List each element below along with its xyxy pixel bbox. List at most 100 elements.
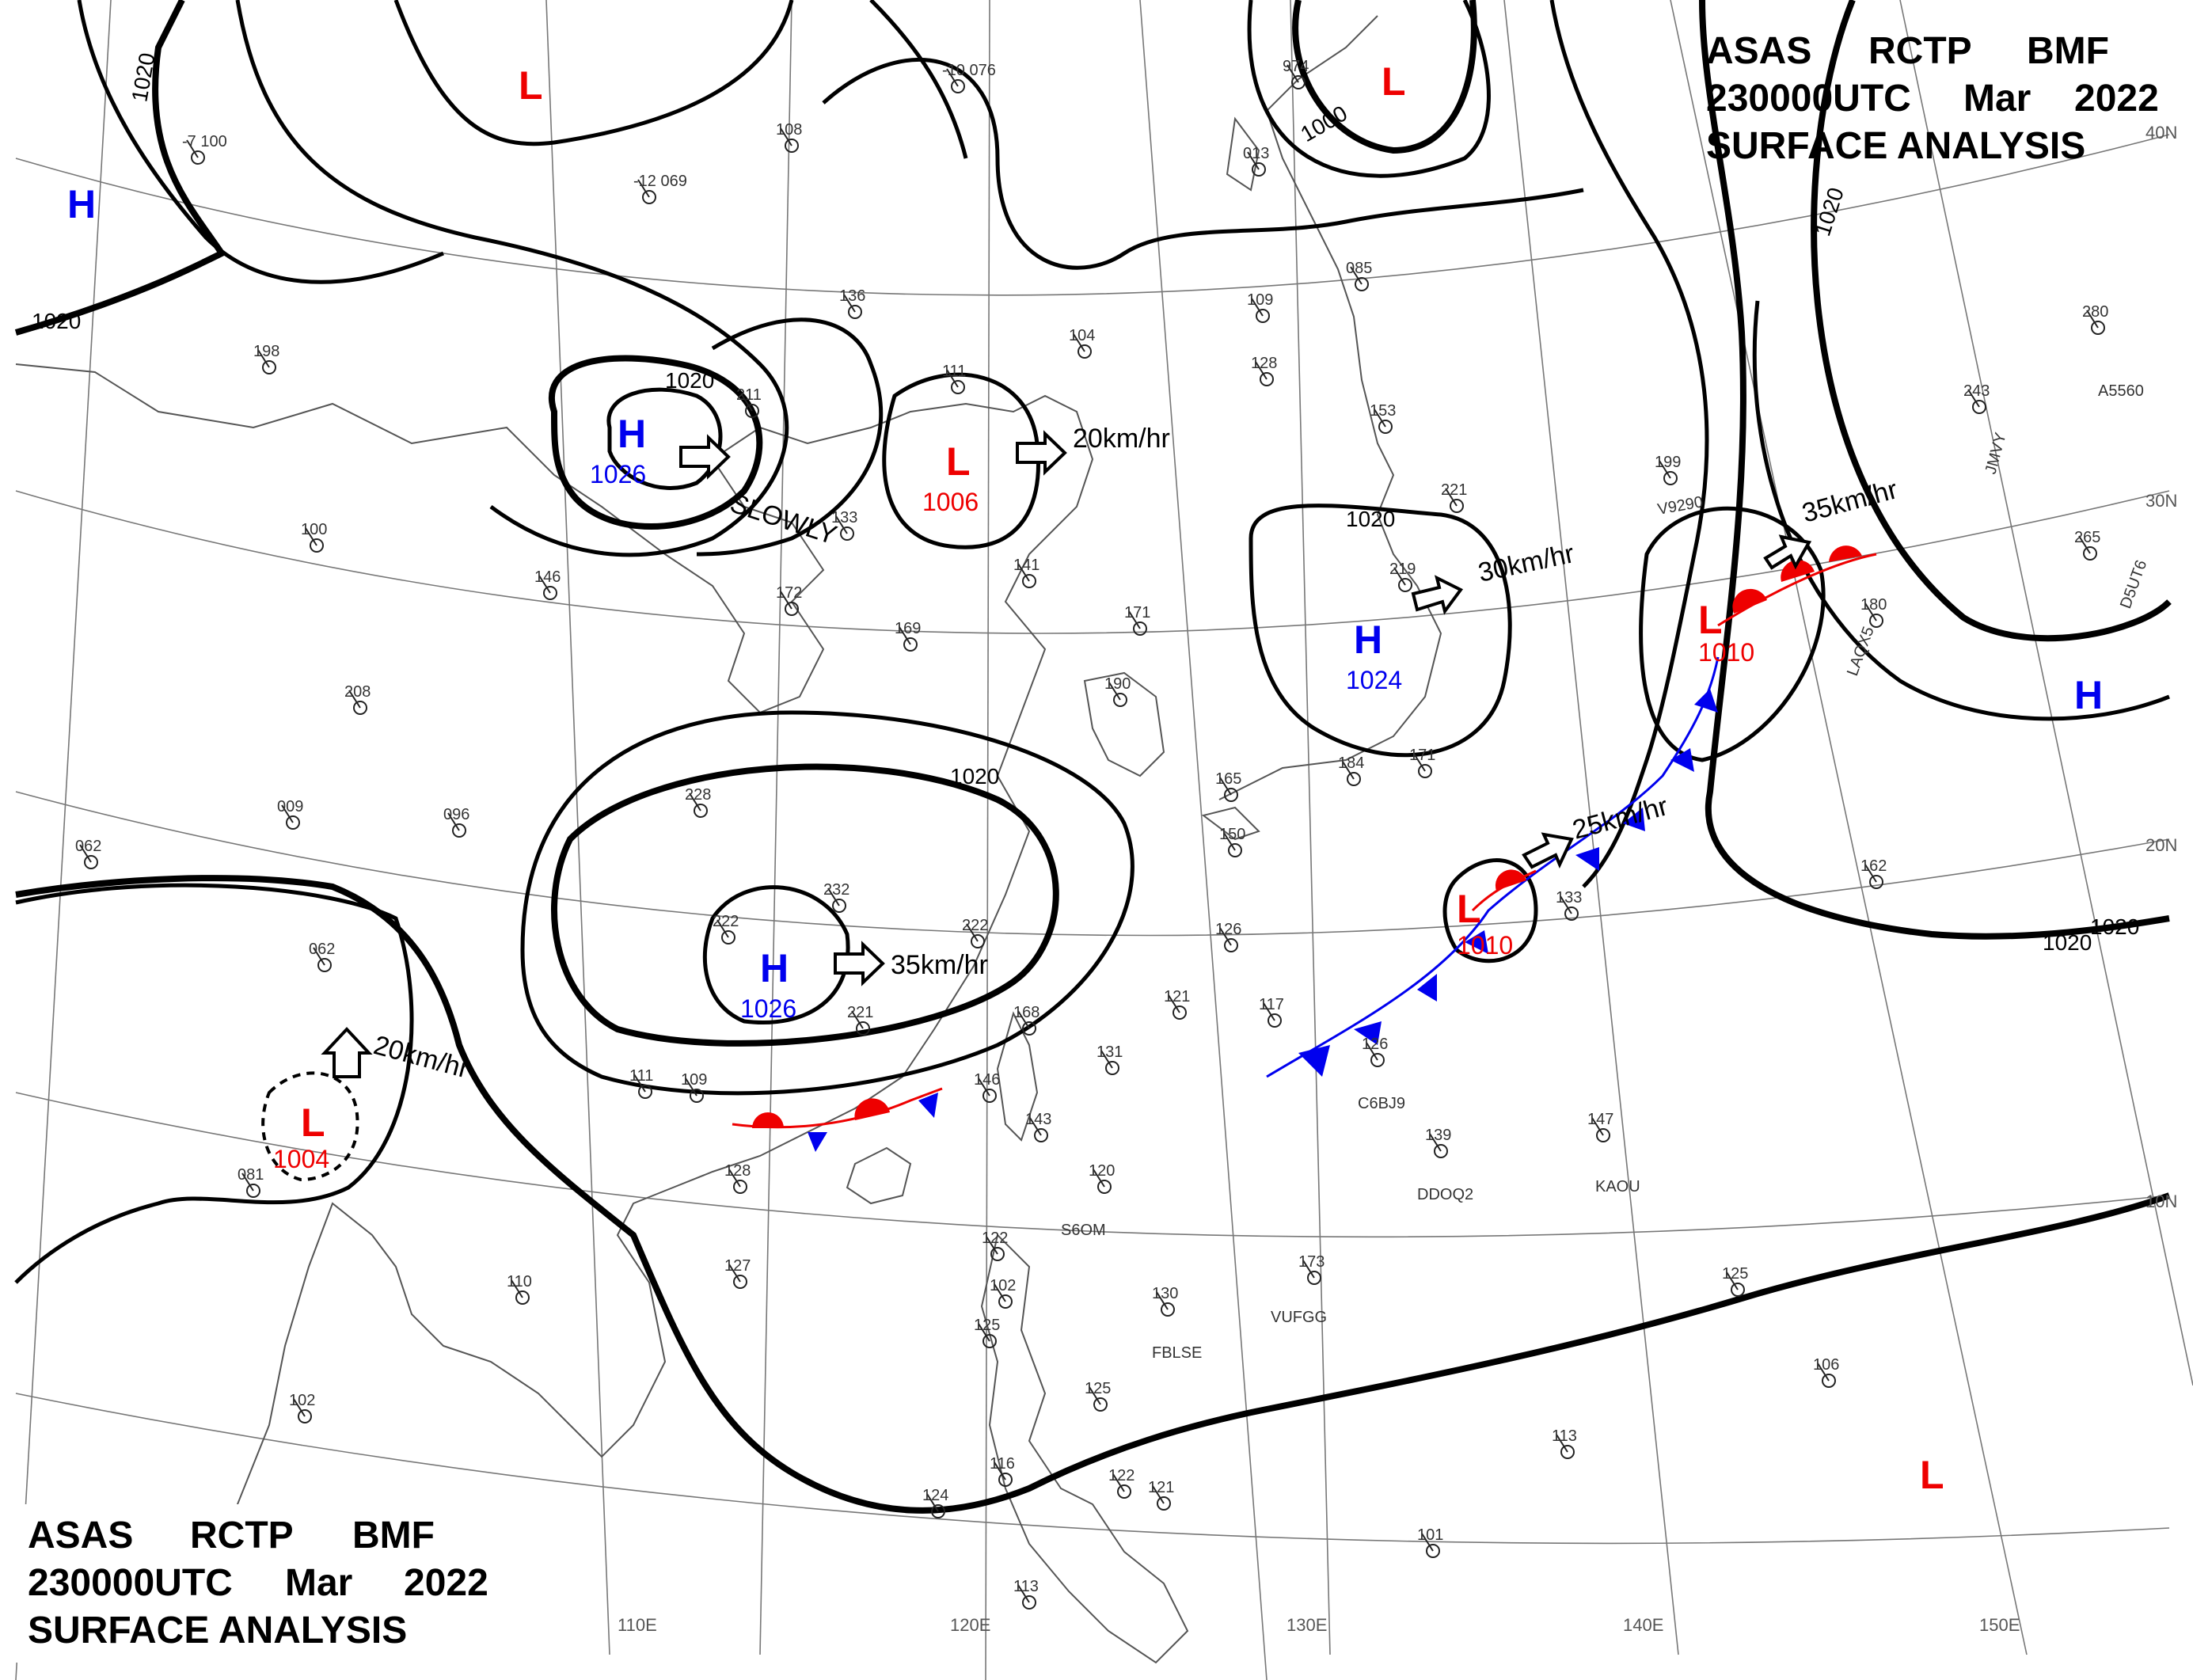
isobar-label: 1020 <box>950 764 999 789</box>
station-value: 974 <box>1283 58 1309 75</box>
low-pressure-icon: L <box>1457 887 1481 931</box>
wind-barb-icon <box>827 888 840 907</box>
station-plot: 085 <box>1346 260 1372 291</box>
station-circle-icon <box>951 380 965 394</box>
wind-barb-icon <box>728 1264 741 1283</box>
station-value: 169 <box>895 620 921 637</box>
isobar-1020-east <box>1811 0 2172 642</box>
motion-arrow-icon <box>1763 534 1812 570</box>
warm-front-semicircle <box>1781 560 1815 582</box>
ship-callsign: A5560 <box>2098 382 2144 400</box>
station-plot: 228 <box>685 786 711 818</box>
wind-barb-icon <box>716 919 729 938</box>
isobar-1020-pacific <box>1699 0 2170 940</box>
station-circle-icon <box>1105 1061 1119 1075</box>
station-plot: 153 <box>1370 402 1396 434</box>
wind-barb-icon <box>2086 310 2099 329</box>
station-circle-icon <box>1355 277 1369 291</box>
station-value: 133 <box>1556 889 1582 907</box>
station-value: 172 <box>776 584 802 602</box>
station-plot: 113 <box>1552 1427 1577 1459</box>
station-value: 180 <box>1860 596 1887 614</box>
station-value: 199 <box>1655 454 1681 471</box>
isobar-label: 1020 <box>2043 930 2092 955</box>
station-circle-icon <box>848 305 862 319</box>
low-pressure-icon: L <box>946 439 971 484</box>
fronts <box>732 545 1877 1152</box>
header-backdrop <box>16 1504 507 1663</box>
wind-barb-icon <box>843 294 856 313</box>
station-plot: 150 <box>1219 826 1245 857</box>
station-plot: 106 <box>1813 1356 1839 1388</box>
station-value: 136 <box>839 287 865 305</box>
warm-front-east <box>1717 553 1877 627</box>
wind-barb-icon <box>538 575 551 594</box>
station-value: 125 <box>1722 1265 1748 1283</box>
isobar-1020-south <box>551 763 1059 1047</box>
high-pressure-icon: H <box>618 412 646 456</box>
station-plot: 172 <box>776 584 802 616</box>
station-circle-icon <box>982 1334 997 1348</box>
header-time: 230000UTC <box>28 1562 233 1604</box>
station-plot: 219 <box>1389 561 1416 592</box>
cold-front-triangle <box>1623 808 1645 831</box>
station-circle-icon <box>1663 471 1678 485</box>
station-plot: 265 <box>2074 529 2100 561</box>
station-value: 219 <box>1389 561 1416 578</box>
station-circle-icon <box>1291 75 1306 89</box>
station-circle-icon <box>1252 162 1266 177</box>
isobar-1000-inner <box>1292 0 1477 154</box>
station-value: 127 <box>724 1257 751 1275</box>
station-plot: 124 <box>922 1487 948 1518</box>
wind-barb-icon <box>1659 460 1671 479</box>
station-value: 013 <box>1243 145 1269 162</box>
isobar-label: 1020 <box>1346 507 1395 531</box>
station-plot: 101 <box>1417 1526 1443 1558</box>
station-plot: 169 <box>895 620 921 652</box>
station-circle-icon <box>1157 1496 1171 1511</box>
wind-barb-icon <box>926 1493 939 1512</box>
wind-barb-icon <box>1350 266 1363 285</box>
station-value: 168 <box>1013 1004 1039 1021</box>
station-circle-icon <box>1869 614 1883 628</box>
pressure-system: L 1010 <box>1457 887 1513 960</box>
pressure-systems: H L L H 1026 L 1006 H 1024 L 1010 H <box>67 59 2103 1497</box>
wind-barb-icon <box>1560 895 1572 914</box>
station-plot: 062 <box>309 941 335 972</box>
wind-barb-icon <box>305 527 317 546</box>
station-plot: 121 <box>1164 988 1190 1020</box>
station-circle-icon <box>84 855 98 869</box>
wind-barb-icon <box>1864 864 1877 883</box>
station-circle-icon <box>998 1294 1013 1309</box>
station-value: 173 <box>1298 1253 1325 1271</box>
station-value: 153 <box>1370 402 1396 420</box>
station-circle-icon <box>1173 1005 1187 1020</box>
station-circle-icon <box>1307 1271 1321 1285</box>
coastline-japan <box>1218 189 1442 800</box>
latitude-label: 10N <box>2145 1192 2177 1211</box>
pressure-system: H 1026 <box>740 946 796 1023</box>
header-product: BMF <box>352 1515 435 1556</box>
wind-barb-icon <box>780 591 792 610</box>
station-plot: 110 <box>507 1273 532 1305</box>
wind-barb-icon <box>1152 1485 1165 1504</box>
coastlines <box>15 15 1442 1664</box>
station-plot: 126 <box>1215 921 1241 952</box>
wind-barb-icon <box>1421 1533 1434 1552</box>
pressure-system: H <box>67 182 96 226</box>
station-plots: -10 076 974 -7 100 108 -12 069 013 085 198 211 13… <box>75 58 2108 1610</box>
station-circle-icon <box>638 1085 652 1099</box>
header-product: BMF <box>2027 30 2109 72</box>
header-source: ASAS <box>28 1515 133 1556</box>
station-value: 101 <box>1417 1526 1443 1544</box>
station-circle-icon <box>1347 772 1361 786</box>
wind-barb-icon <box>2078 535 2091 554</box>
isobar-low-1004-dashed <box>261 1071 359 1182</box>
meridian-115e <box>759 0 792 1655</box>
station-circle-icon <box>1224 938 1238 952</box>
station-plot: 180 <box>1860 596 1887 628</box>
station-plot: 974 <box>1283 58 1309 89</box>
station-circle-icon <box>733 1180 747 1194</box>
station-value: 128 <box>1251 355 1277 372</box>
